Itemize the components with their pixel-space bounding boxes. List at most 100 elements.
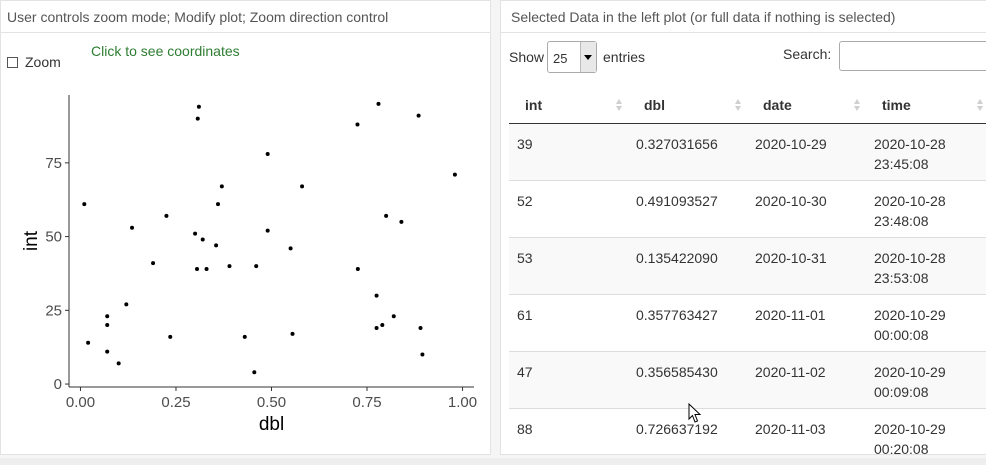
scatter-plot[interactable]: 0.00 0.25 0.50 0.75 1.00 0 25 50 75 dbl int: [1, 81, 490, 453]
scatter-point: [116, 361, 121, 366]
x-tick-label: 0.00: [66, 394, 95, 411]
table-controls: Show 25 entries Search:: [509, 41, 986, 73]
table-row[interactable]: 53 0.135422090 2020-10-31 2020-10-28 23:…: [509, 237, 986, 295]
x-axis-title: dbl: [259, 414, 284, 435]
scatter-points: [82, 101, 457, 375]
scatter-point: [452, 172, 457, 177]
scatter-point: [265, 151, 270, 156]
chevron-down-icon: [584, 55, 592, 60]
show-label: Show: [509, 49, 545, 65]
y-tick-label: 25: [45, 302, 62, 319]
cell-int: 47: [509, 351, 628, 409]
cell-dbl: 0.491093527: [628, 180, 747, 238]
scatter-point: [164, 213, 169, 218]
plot-panel: User controls zoom mode; Modify plot; Zo…: [0, 0, 491, 455]
table-row[interactable]: 47 0.356585430 2020-11-02 2020-10-29 00:…: [509, 351, 986, 409]
cell-dbl: 0.356585430: [628, 351, 747, 409]
scatter-point: [300, 184, 305, 189]
x-tick-label: 1.00: [448, 394, 477, 411]
scatter-point: [195, 116, 200, 121]
zoom-checkbox[interactable]: [7, 56, 18, 68]
scatter-point: [219, 184, 224, 189]
plot-panel-title: User controls zoom mode; Modify plot; Zo…: [1, 1, 490, 33]
scatter-point: [124, 302, 129, 307]
scatter-point: [216, 202, 221, 207]
table-row[interactable]: 39 0.327031656 2020-10-29 2020-10-28 23:…: [509, 123, 986, 181]
cell-date: 2020-10-29: [747, 123, 866, 181]
cell-dbl: 0.357763427: [628, 294, 747, 352]
table-panel: Selected Data in the left plot (or full …: [500, 0, 986, 455]
column-header-label: int: [525, 97, 543, 113]
sort-icon: [616, 99, 622, 111]
cell-date: 2020-10-30: [747, 180, 866, 238]
scatter-point: [130, 225, 135, 230]
mouse-cursor-icon: [688, 403, 702, 423]
scatter-point: [420, 352, 425, 357]
column-header-dbl[interactable]: dbl: [628, 87, 747, 124]
cell-date: 2020-10-31: [747, 237, 866, 295]
cell-int: 61: [509, 294, 628, 352]
scatter-point: [193, 231, 198, 236]
cell-time: 2020-10-29 00:09:08: [866, 351, 986, 409]
entries-label: entries: [603, 49, 646, 65]
column-header-time[interactable]: time: [866, 87, 986, 124]
table-row[interactable]: 52 0.491093527 2020-10-30 2020-10-28 23:…: [509, 180, 986, 238]
zoom-checkbox-group[interactable]: Zoom: [7, 54, 61, 70]
search-label: Search:: [783, 46, 832, 62]
scatter-point: [399, 219, 404, 224]
entries-select[interactable]: 25: [547, 41, 597, 73]
scatter-point: [380, 323, 385, 328]
cell-time: 2020-10-28 23:45:08: [866, 123, 986, 181]
sort-icon: [735, 99, 741, 111]
column-header-label: date: [763, 97, 792, 113]
sort-icon: [854, 99, 860, 111]
zoom-label: Zoom: [25, 54, 61, 70]
column-header-int[interactable]: int: [509, 87, 628, 124]
cell-date: 2020-11-01: [747, 294, 866, 352]
cell-time: 2020-10-28 23:48:08: [866, 180, 986, 238]
scatter-point: [242, 334, 247, 339]
scatter-point: [168, 334, 173, 339]
cell-int: 52: [509, 180, 628, 238]
x-axis: 0.00 0.25 0.50 0.75 1.00: [66, 387, 477, 411]
table-row[interactable]: 88 0.726637192 2020-11-03 2020-10-29 00:…: [509, 408, 986, 454]
scatter-point: [374, 326, 379, 331]
scatter-point: [214, 243, 219, 248]
cell-time: 2020-10-29 00:20:08: [866, 408, 986, 454]
scatter-point: [194, 267, 199, 272]
cell-date: 2020-11-02: [747, 351, 866, 409]
table-panel-title: Selected Data in the left plot (or full …: [501, 1, 986, 33]
scatter-point: [200, 237, 205, 242]
cell-date: 2020-11-03: [747, 408, 866, 454]
scatter-point: [105, 314, 110, 319]
cell-time: 2020-10-28 23:53:08: [866, 237, 986, 295]
scatter-point: [82, 202, 87, 207]
scatter-point: [355, 122, 360, 127]
scatter-point: [391, 314, 396, 319]
column-header-label: time: [882, 97, 911, 113]
scatter-point: [105, 349, 110, 354]
scatter-point: [105, 323, 110, 328]
cell-dbl: 0.726637192: [628, 408, 747, 454]
page-footer-strip: [0, 458, 986, 465]
x-tick-label: 0.50: [257, 394, 286, 411]
data-table-wrapper: int dbl date time 39 0.327031656 2020-10…: [509, 87, 986, 454]
scatter-point: [86, 340, 91, 345]
table-row[interactable]: 61 0.357763427 2020-11-01 2020-10-29 00:…: [509, 294, 986, 352]
column-header-date[interactable]: date: [747, 87, 866, 124]
y-axis: 0 25 50 75: [45, 155, 69, 393]
y-tick-label: 0: [54, 376, 62, 393]
y-axis-title: int: [21, 230, 42, 251]
scatter-point: [290, 331, 295, 336]
cell-int: 53: [509, 237, 628, 295]
table-header-row: int dbl date time: [509, 87, 986, 124]
scatter-point: [418, 326, 423, 331]
scatter-point: [227, 264, 232, 269]
search-input[interactable]: [839, 41, 986, 71]
cell-int: 39: [509, 123, 628, 181]
scatter-point: [376, 101, 381, 106]
cell-dbl: 0.327031656: [628, 123, 747, 181]
entries-dropdown-button[interactable]: [580, 42, 596, 72]
scatter-point: [416, 113, 421, 118]
scatter-point: [265, 228, 270, 233]
